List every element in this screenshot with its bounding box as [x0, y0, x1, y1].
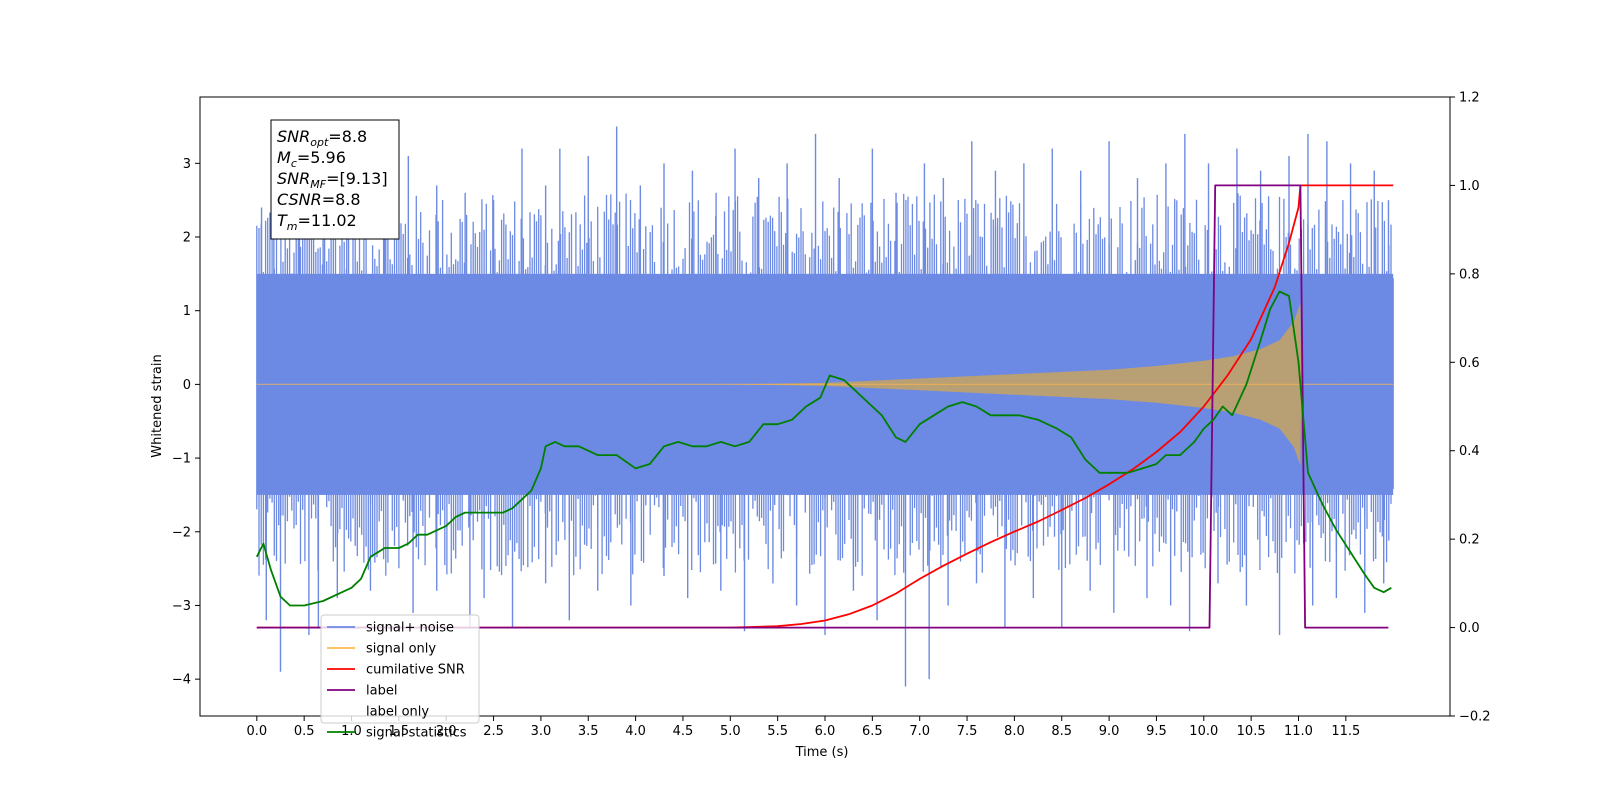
y-tick-label-right: 0.2	[1459, 533, 1480, 548]
legend-label: signal only	[366, 642, 436, 657]
y-tick-label-right: −0.2	[1459, 710, 1491, 725]
legend-label: signal+ noise	[366, 621, 454, 636]
legend-label: cumilative SNR	[366, 663, 465, 678]
y-tick-label-right: 0.6	[1459, 356, 1480, 371]
x-tick-label: 7.0	[909, 724, 930, 739]
y-tick-label-right: 0.4	[1459, 444, 1480, 459]
x-tick-label: 4.0	[625, 724, 646, 739]
x-tick-label: 5.5	[767, 724, 788, 739]
x-tick-label: 10.5	[1237, 724, 1266, 739]
legend: signal+ noise signal only cumilative SNR la…	[320, 614, 480, 741]
x-tick-label: 11.0	[1284, 724, 1313, 739]
x-axis: 0.0 0.5 1.0 1.5 2.0 2.5 3.0 3.5 4.0 4.5 5.0 5.5 6.0 6…	[246, 716, 1360, 739]
annotation-line: Mc=5.96	[277, 148, 346, 170]
y-tick-label-right: 1.0	[1459, 179, 1480, 194]
y-tick-label-right: 0.8	[1459, 267, 1480, 282]
legend-frame	[320, 614, 480, 724]
x-tick-label: 3.0	[531, 724, 552, 739]
y-tick-label-left: −3	[172, 599, 191, 614]
x-tick-label: 7.5	[957, 724, 978, 739]
x-tick-label: 9.5	[1146, 724, 1167, 739]
y-tick-label-right: 0.0	[1459, 621, 1480, 636]
label-line	[256, 184, 1389, 629]
x-tick-label: 6.0	[815, 724, 836, 739]
annotation-line: Tm=11.02	[277, 211, 357, 233]
y-tick-label-left: −4	[172, 673, 191, 688]
legend-label: label only	[366, 705, 429, 720]
annotation-line: CSNR=8.8	[277, 190, 361, 209]
right-axis-series	[255, 184, 1394, 629]
annotation-line: SNRMF=[9.13]	[277, 169, 388, 191]
x-tick-label: 5.0	[720, 724, 741, 739]
y-tick-label-left: 0	[183, 378, 191, 393]
y-tick-label-left: 1	[183, 304, 191, 319]
x-tick-label: 3.5	[578, 724, 599, 739]
x-tick-label: 0.5	[294, 724, 315, 739]
x-tick-label: 6.5	[862, 724, 883, 739]
legend-label: label	[366, 684, 397, 699]
y-tick-label-left: 2	[183, 231, 191, 246]
y-tick-label-left: −2	[172, 525, 191, 540]
x-tick-label: 8.0	[1004, 724, 1025, 739]
signal-statistics-line	[255, 290, 1392, 607]
x-axis-label: Time (s)	[795, 745, 849, 760]
x-tick-label: 1.5	[389, 724, 410, 739]
cumilative-snr-line	[256, 184, 1394, 629]
x-tick-label: 9.0	[1099, 724, 1120, 739]
x-tick-label: 8.5	[1051, 724, 1072, 739]
x-tick-label: 0.0	[246, 724, 267, 739]
y-axis-right: −0.2 0.0 0.2 0.4 0.6 0.8 1.0 1.2	[1450, 91, 1491, 725]
x-tick-label: 11.5	[1331, 724, 1360, 739]
x-tick-label: 4.5	[673, 724, 694, 739]
x-tick-label: 2.5	[483, 724, 504, 739]
annotation-line: SNRopt=8.8	[277, 127, 367, 149]
y-axis-left: −4 −3 −2 −1 0 1 2 3	[172, 157, 200, 688]
y-tick-label-left: 3	[183, 157, 191, 172]
x-tick-label: 10.0	[1189, 724, 1218, 739]
annotation-frame	[270, 119, 400, 240]
y-tick-label-right: 1.2	[1459, 91, 1480, 106]
y-axis-label: Whitened strain	[150, 354, 165, 457]
x-tick-label: 2.0	[436, 724, 457, 739]
y-tick-label-left: −1	[172, 452, 191, 467]
legend-label: signal statistics	[366, 726, 467, 741]
